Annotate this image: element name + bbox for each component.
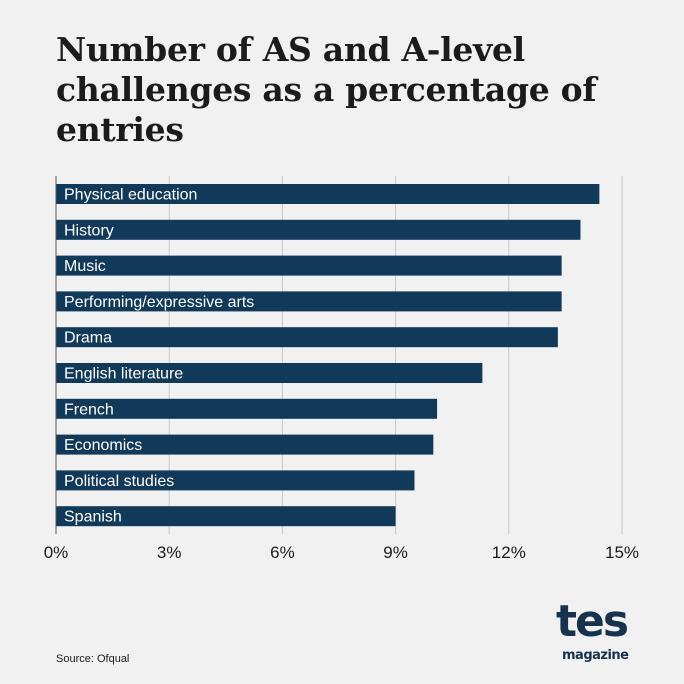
bar-6	[56, 398, 438, 419]
bar-3	[56, 291, 562, 312]
logo-sub-text: magazine	[562, 648, 629, 663]
bar-4	[56, 327, 558, 348]
bar-5	[56, 363, 483, 383]
bar-label-5: English literature	[64, 366, 183, 383]
x-tick-label-3: 9%	[383, 543, 408, 562]
x-tick-label-1: 3%	[157, 543, 182, 562]
bar-label-3: Performing/expressive arts	[64, 294, 254, 311]
bar-1	[56, 219, 581, 240]
x-tick-label-0: 0%	[44, 543, 69, 562]
bar-label-7: Economics	[64, 437, 142, 454]
tes-magazine-logo: tes magazine	[556, 596, 636, 664]
bar-2	[56, 255, 562, 276]
bar-label-2: Music	[64, 258, 106, 275]
chart-title: Number of AS and A-level challenges as a…	[56, 30, 597, 149]
logo-main-text: tes	[556, 596, 629, 647]
bar-0	[56, 184, 600, 204]
x-tick-label-5: 15%	[605, 543, 639, 562]
bar-9	[56, 506, 396, 527]
bar-8	[56, 470, 415, 491]
bar-label-8: Political studies	[64, 473, 174, 490]
bar-label-4: Drama	[64, 330, 112, 347]
bar-label-6: French	[64, 401, 114, 418]
source-note: Source: Ofqual	[56, 653, 130, 665]
bar-label-9: Spanish	[64, 509, 122, 526]
bar-7	[56, 434, 434, 455]
x-tick-label-4: 12%	[492, 543, 526, 562]
x-tick-label-2: 6%	[270, 543, 295, 562]
bar-label-0: Physical education	[64, 187, 197, 204]
bar-label-1: History	[64, 222, 114, 239]
